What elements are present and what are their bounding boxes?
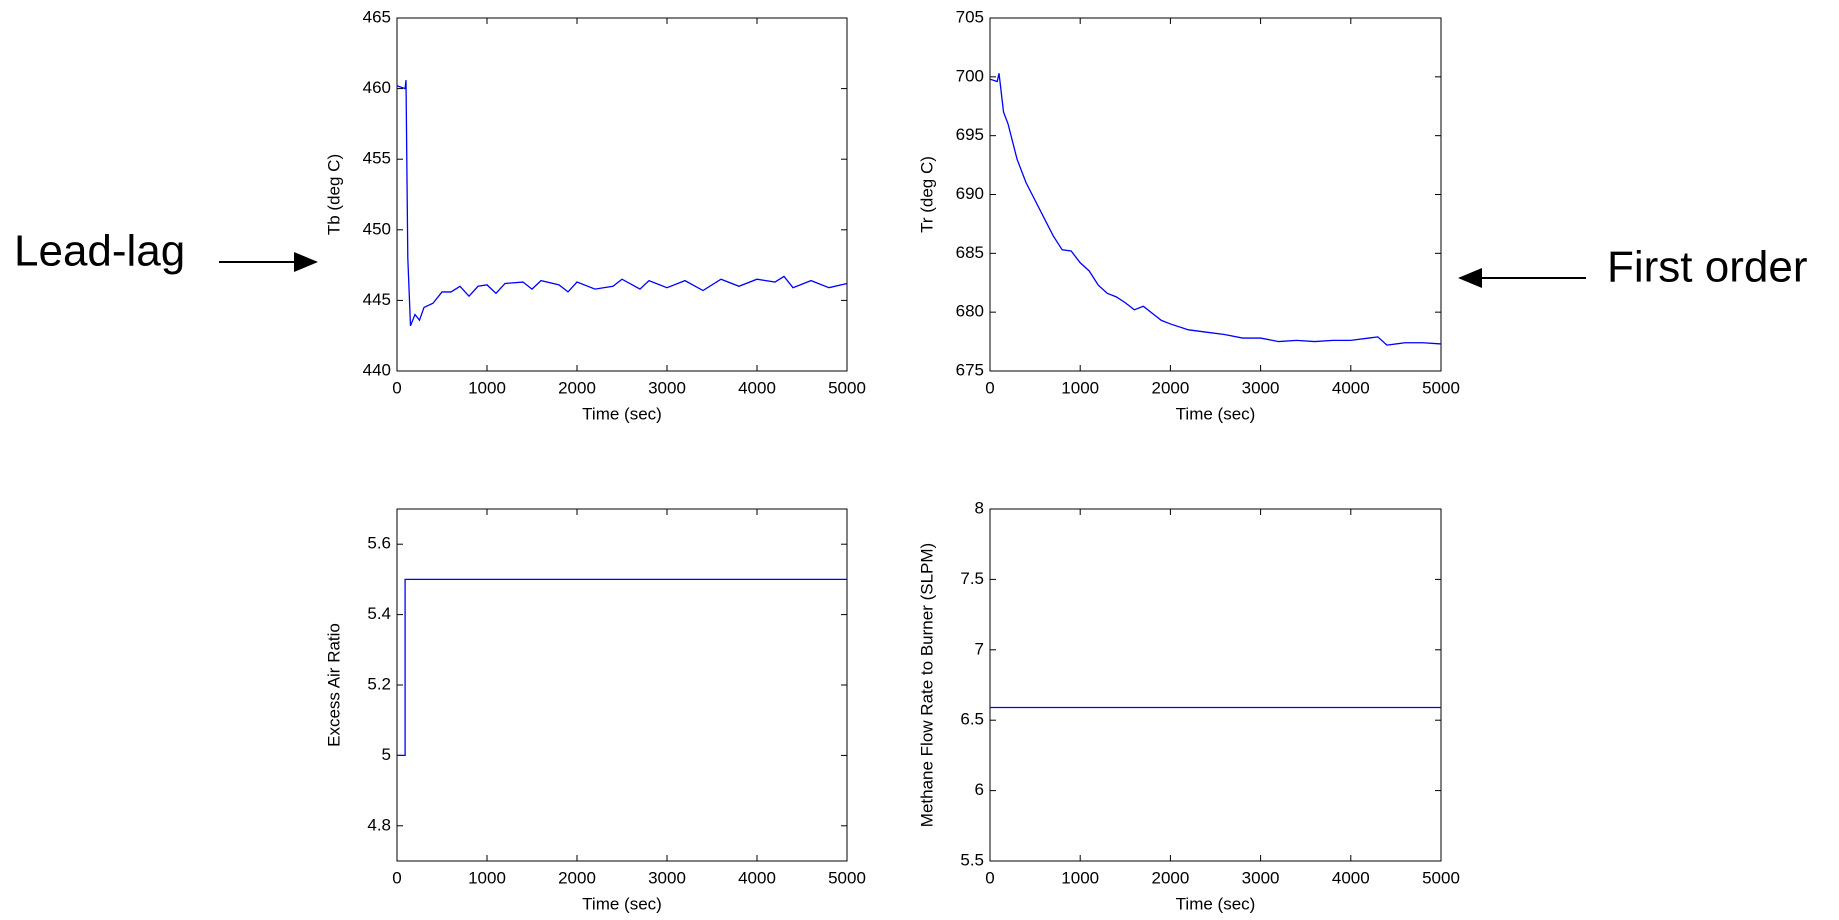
x-tick-label: 3000 [648, 868, 686, 887]
x-tick-label: 2000 [1151, 868, 1189, 887]
y-tick-label: 455 [363, 149, 391, 168]
y-tick-label: 460 [363, 78, 391, 97]
x-tick-label: 5000 [1422, 868, 1460, 887]
y-tick-label: 705 [956, 7, 984, 26]
y-tick-label: 5.5 [960, 850, 984, 869]
x-tick-label: 4000 [738, 378, 776, 397]
annotation: First order [1607, 243, 1807, 292]
x-tick-label: 2000 [1151, 378, 1189, 397]
plot-frame [989, 17, 1442, 372]
x-tick-label: 1000 [468, 378, 506, 397]
x-tick-label: 0 [392, 378, 401, 397]
y-tick-label: 8 [975, 498, 984, 517]
y-tick-label: 440 [363, 360, 391, 379]
x-tick-label: 3000 [1242, 868, 1280, 887]
y-tick-label: 680 [956, 302, 984, 321]
y-tick-label: 5.2 [367, 674, 391, 693]
x-tick-label: 4000 [1332, 868, 1370, 887]
plot-frame [989, 508, 1442, 862]
y-tick-label: 700 [956, 66, 984, 85]
x-tick-label: 1000 [1061, 378, 1099, 397]
y-tick-label: 450 [363, 219, 391, 238]
y-tick-label: 675 [956, 360, 984, 379]
y-tick-label: 6 [975, 780, 984, 799]
y-tick-label: 4.8 [367, 815, 391, 834]
x-axis-label: Time (sec) [1176, 894, 1256, 913]
y-tick-label: 695 [956, 125, 984, 144]
y-axis-label: Tb (deg C) [324, 154, 343, 235]
x-tick-label: 0 [392, 868, 401, 887]
data-line [397, 578, 847, 757]
plot-frame [396, 17, 848, 372]
x-tick-label: 5000 [1422, 378, 1460, 397]
data-line [396, 80, 848, 327]
x-axis-label: Time (sec) [582, 404, 662, 423]
y-tick-label: 465 [363, 7, 391, 26]
x-tick-label: 0 [985, 378, 994, 397]
x-tick-label: 4000 [1332, 378, 1370, 397]
x-axis-label: Time (sec) [582, 894, 662, 913]
y-axis-label: Tr (deg C) [917, 156, 936, 233]
y-tick-label: 7.5 [960, 569, 984, 588]
plot-frame [396, 508, 848, 862]
y-tick-label: 7 [975, 639, 984, 658]
x-tick-label: 3000 [648, 378, 686, 397]
annotation: Lead-lag [14, 227, 185, 276]
y-tick-label: 445 [363, 290, 391, 309]
x-tick-label: 2000 [558, 868, 596, 887]
y-tick-label: 5.6 [367, 534, 391, 553]
y-tick-label: 5 [382, 745, 391, 764]
y-axis-label: Methane Flow Rate to Burner (SLPM) [917, 543, 936, 827]
x-tick-label: 3000 [1242, 378, 1280, 397]
y-tick-label: 690 [956, 184, 984, 203]
x-tick-label: 0 [985, 868, 994, 887]
x-tick-label: 1000 [468, 868, 506, 887]
x-axis-label: Time (sec) [1176, 404, 1256, 423]
x-tick-label: 1000 [1061, 868, 1099, 887]
y-tick-label: 685 [956, 243, 984, 262]
x-tick-label: 4000 [738, 868, 776, 887]
x-tick-label: 5000 [828, 378, 866, 397]
y-tick-label: 6.5 [960, 710, 984, 729]
x-tick-label: 2000 [558, 378, 596, 397]
y-axis-label: Excess Air Ratio [324, 623, 343, 747]
data-line [989, 73, 1442, 346]
y-tick-label: 5.4 [367, 604, 391, 623]
x-tick-label: 5000 [828, 868, 866, 887]
